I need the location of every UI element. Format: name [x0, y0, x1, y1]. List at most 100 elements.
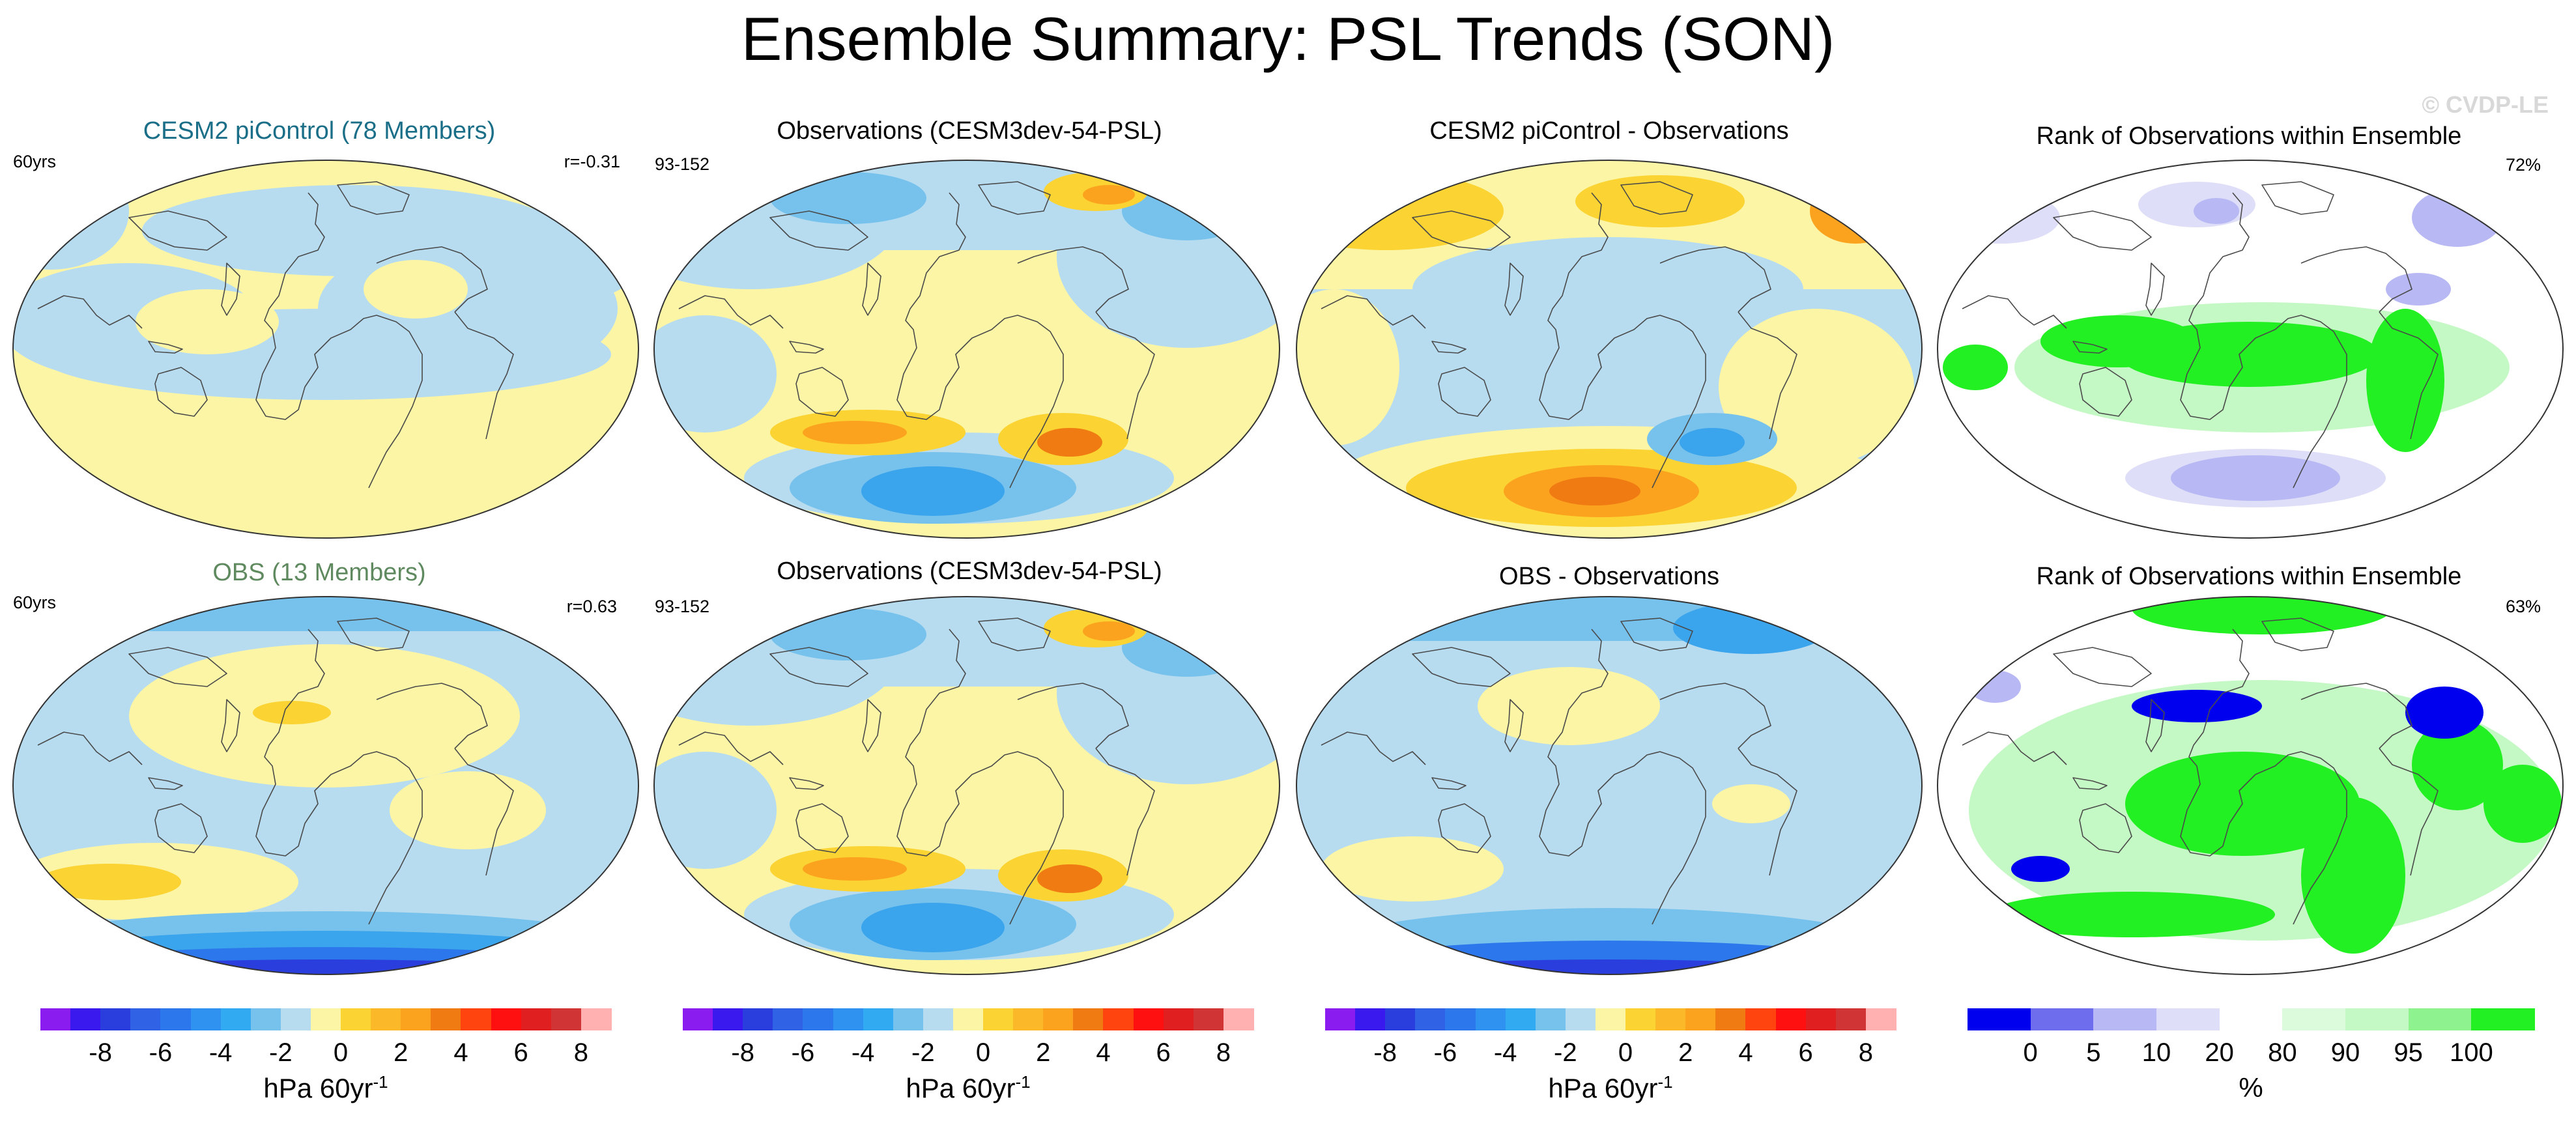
- trend-field-positive: [1549, 477, 1640, 505]
- coastline: [2261, 617, 2334, 651]
- colorbar-swatch: [1013, 1008, 1044, 1030]
- trend-field-negative: [1122, 182, 1252, 240]
- colorbar-swatch: [521, 1008, 552, 1030]
- colorbar-tick-label: 2: [394, 1038, 408, 1067]
- trend-field-negative: [13, 597, 638, 631]
- colorbar-swatch: [160, 1008, 192, 1030]
- trend-field-negative: [770, 172, 926, 224]
- coastline: [789, 341, 824, 354]
- panel-left-label-cesm2: 60yrs: [13, 152, 57, 171]
- trend-field-negative: [487, 211, 638, 302]
- rank-field-low: [2194, 198, 2239, 224]
- coastline: [1321, 731, 1426, 765]
- trend-field-negative: [861, 903, 1005, 952]
- colorbar-swatch: [280, 1008, 311, 1030]
- colorbar-swatch: [190, 1008, 222, 1030]
- panel-right-label-cesm2: r=-0.31: [564, 152, 620, 171]
- colorbar-swatch: [341, 1008, 371, 1030]
- trend-field-negative: [770, 608, 926, 660]
- coastline: [37, 295, 143, 329]
- colorbar-swatch: [893, 1008, 924, 1030]
- coastline: [1539, 192, 1706, 489]
- colorbar-swatch: [1475, 1008, 1506, 1030]
- colorbar-swatch: [1595, 1008, 1626, 1030]
- coastline: [128, 210, 227, 251]
- colorbar-unit-label: hPa 60yr-1: [906, 1072, 1030, 1104]
- coastline: [2379, 748, 2439, 876]
- colorbar-swatch: [371, 1008, 401, 1030]
- colorbar-tick-label: 2: [1036, 1038, 1051, 1067]
- coastline: [221, 699, 240, 752]
- colorbar-swatch: [1968, 1008, 2031, 1030]
- colorbar-swatch: [713, 1008, 743, 1030]
- colorbar-swatch: [431, 1008, 462, 1030]
- coastline: [1412, 647, 1511, 687]
- figure-title: Ensemble Summary: PSL Trends (SON): [741, 5, 1835, 73]
- coastline: [148, 777, 183, 790]
- coastline: [1431, 341, 1467, 354]
- colorbar-tick-label: 8: [1858, 1038, 1874, 1067]
- colorbar-tick-label: 10: [2141, 1038, 2171, 1067]
- coastline: [862, 263, 881, 316]
- colorbar-swatch: [1073, 1008, 1104, 1030]
- colorbar-swatch: [1355, 1008, 1386, 1030]
- coastline: [1738, 748, 1797, 876]
- colorbar-swatch: [1043, 1008, 1074, 1030]
- colorbar-swatch: [1223, 1008, 1254, 1030]
- coastline: [1017, 683, 1129, 749]
- colorbar-swatch: [40, 1008, 71, 1030]
- colorbar-tick-label: 6: [1156, 1038, 1171, 1067]
- colorbar-swatch: [1565, 1008, 1596, 1030]
- colorbar-swatch: [683, 1008, 713, 1030]
- map-observations-2: [653, 596, 1280, 975]
- map-cesm2-picontrol: [12, 160, 639, 539]
- panel-left-label-obs-ensemble: 60yrs: [13, 593, 57, 612]
- map-outline: [1937, 160, 2564, 539]
- map-field: [1296, 160, 1922, 538]
- colorbar-tick-label: -4: [851, 1038, 875, 1067]
- colorbar-swatch: [551, 1008, 582, 1030]
- colorbar-tick-label: 100: [2449, 1038, 2493, 1067]
- map-outline: [1296, 160, 1923, 539]
- colorbar-swatch: [1103, 1008, 1134, 1030]
- coastline: [2053, 647, 2152, 687]
- colorbar-tick-label: -6: [791, 1038, 815, 1067]
- coastline: [454, 311, 514, 440]
- panel-right-label-rank-2: 63%: [2505, 597, 2541, 616]
- coastline: [769, 210, 868, 251]
- coastline: [337, 617, 410, 651]
- coastline: [2180, 629, 2347, 925]
- colorbar-swatch: [130, 1008, 162, 1030]
- colorbar-swatch: [1685, 1008, 1716, 1030]
- coastline: [221, 263, 240, 316]
- map-field: [1938, 597, 2563, 974]
- map-field: [1296, 597, 1922, 974]
- coastline: [376, 246, 488, 313]
- panel-title-difference-2: OBS - Observations: [1499, 563, 1719, 590]
- colorbar-tick-label: 6: [1798, 1038, 1813, 1067]
- coastline: [896, 192, 1064, 489]
- colorbar-tick-label: -8: [1373, 1038, 1397, 1067]
- map-field: [654, 597, 1280, 974]
- colorbar-swatch: [773, 1008, 804, 1030]
- coastline: [2300, 683, 2412, 749]
- panel-title-difference: CESM2 piControl - Observations: [1429, 117, 1789, 145]
- map-rank-cesm2: [1937, 160, 2564, 539]
- colorbar-unit-label: hPa 60yr-1: [263, 1072, 388, 1104]
- coastline: [1431, 777, 1467, 790]
- map-field: [654, 160, 1280, 538]
- colorbar-tick-label: -8: [731, 1038, 754, 1067]
- coastline: [1412, 210, 1511, 251]
- coastline: [2145, 699, 2165, 752]
- coastline: [1095, 311, 1155, 440]
- colorbar-swatch: [923, 1008, 954, 1030]
- colorbar-unit-label: %: [2239, 1072, 2263, 1103]
- rank-field-low: [2011, 856, 2070, 882]
- coastline: [1321, 295, 1426, 329]
- panel-left-label-observations: 93-152: [655, 154, 710, 174]
- colorbar-unit-text: hPa 60yr: [906, 1073, 1016, 1103]
- trend-field-positive: [1083, 621, 1135, 641]
- map-field: [1938, 160, 2563, 538]
- panel-left-label-observations-2: 93-152: [655, 597, 710, 616]
- coastline: [769, 647, 868, 687]
